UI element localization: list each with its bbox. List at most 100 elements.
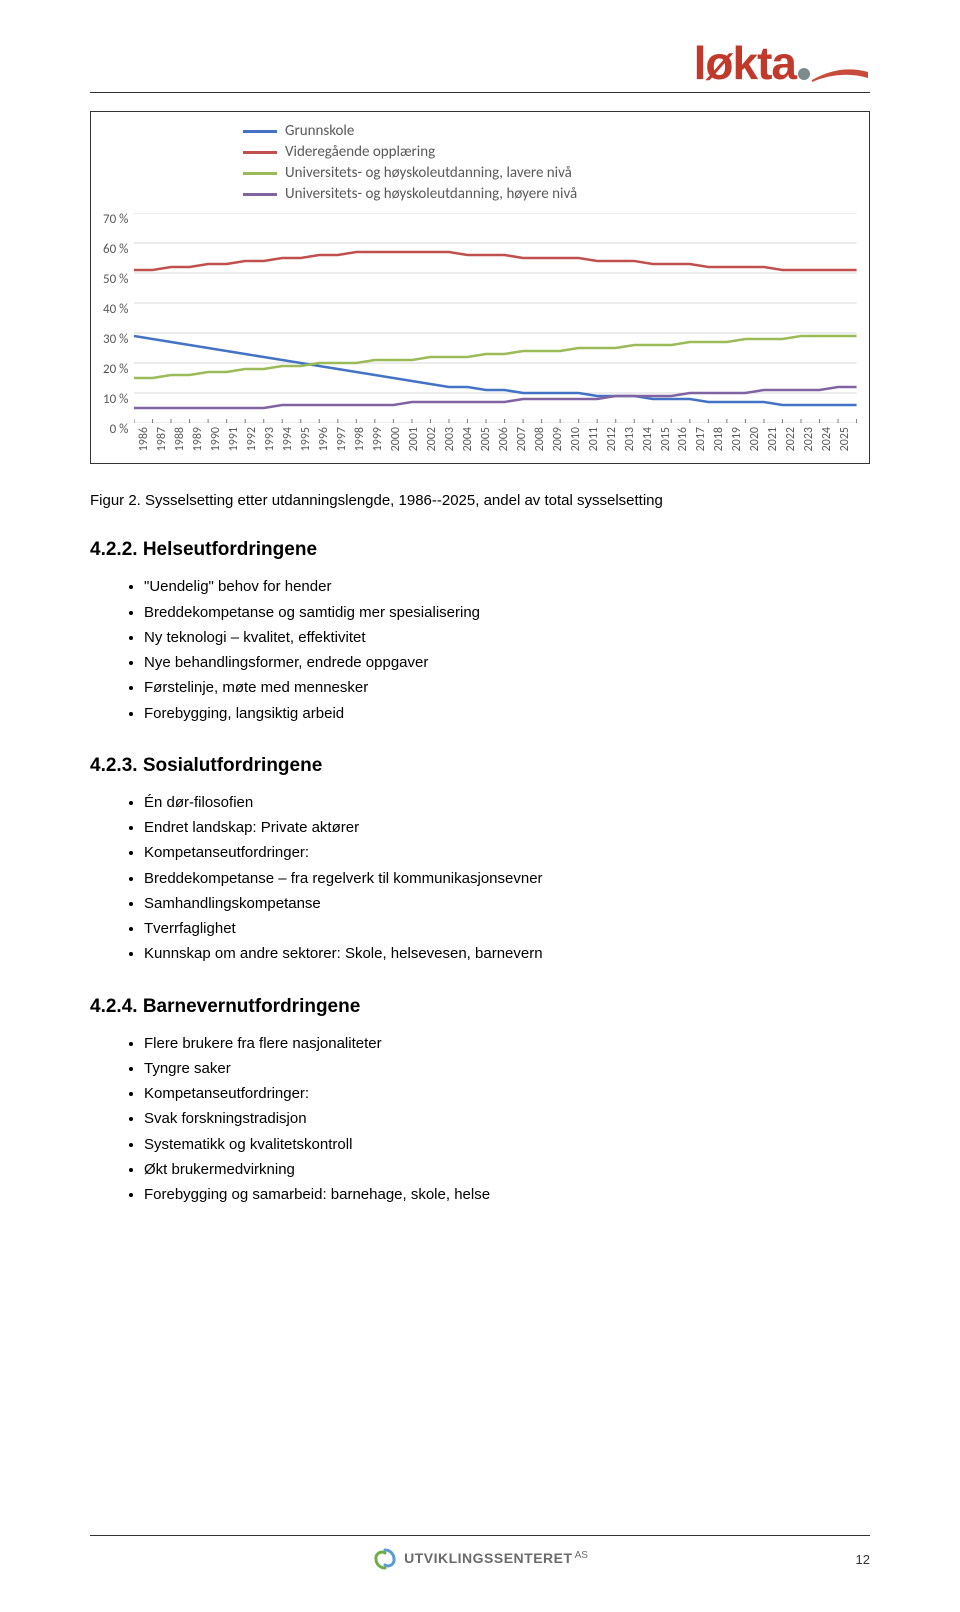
legend-color-icon	[243, 130, 277, 133]
footer-logo-text: UTVIKLINGSSENTERETAS	[404, 1550, 588, 1568]
bullet-item: Ny teknologi – kvalitet, effektivitet	[144, 626, 870, 649]
x-tick-label: 2018	[713, 427, 731, 451]
logo-text: løkta	[694, 40, 796, 86]
x-tick-label: 2010	[570, 427, 588, 451]
bullet-item: Forebygging og samarbeid: barnehage, sko…	[144, 1183, 870, 1206]
y-axis-ticks: 70 %60 %50 %40 %30 %20 %10 %0 %	[103, 213, 134, 423]
plot-wrap: 1986198719881989199019911992199319941995…	[134, 213, 857, 451]
legend-color-icon	[243, 172, 277, 175]
x-tick-label: 1986	[138, 427, 156, 451]
chart-container: Grunnskole Videregående opplæring Universi…	[90, 111, 870, 464]
x-tick-label: 2002	[426, 427, 444, 451]
footer-row: UTVIKLINGSSENTERETAS 12	[90, 1546, 870, 1572]
lokta-logo: løkta	[694, 40, 870, 86]
bullet-list: Flere brukere fra flere nasjonaliteterTy…	[90, 1032, 870, 1207]
footer-swirl-icon	[372, 1546, 398, 1572]
x-tick-label: 2014	[642, 427, 660, 451]
legend-item: Universitets- og høyskoleutdanning, høye…	[243, 185, 857, 203]
bullet-item: Samhandlingskompetanse	[144, 892, 870, 915]
bullet-item: Kompetanseutfordringer:	[144, 1082, 870, 1105]
footer-divider	[90, 1535, 870, 1536]
x-tick-label: 2015	[660, 427, 678, 451]
legend-item: Videregående opplæring	[243, 143, 857, 161]
bullet-item: Tverrfaglighet	[144, 917, 870, 940]
x-tick-label: 2007	[516, 427, 534, 451]
chart-area: 70 %60 %50 %40 %30 %20 %10 %0 % 19861987…	[103, 213, 857, 451]
bullet-item: "Uendelig" behov for hender	[144, 575, 870, 598]
bullet-item: Førstelinje, møte med mennesker	[144, 676, 870, 699]
legend-label: Videregående opplæring	[285, 143, 435, 161]
legend-item: Grunnskole	[243, 122, 857, 140]
page: løkta Grunnskole Videregående opplæring Un…	[0, 0, 960, 1612]
x-tick-label: 2019	[731, 427, 749, 451]
figure-caption: Figur 2. Sysselsetting etter utdanningsl…	[90, 492, 870, 509]
x-tick-label: 2004	[462, 427, 480, 451]
x-tick-label: 2016	[677, 427, 695, 451]
bullet-item: Én dør-filosofien	[144, 791, 870, 814]
line-chart	[134, 213, 857, 423]
page-number: 12	[856, 1552, 870, 1567]
x-tick-label: 2025	[839, 427, 857, 451]
x-axis-ticks: 1986198719881989199019911992199319941995…	[134, 427, 857, 451]
section-heading: 4.2.3. Sosialutfordringene	[90, 755, 870, 777]
x-tick-label: 1996	[318, 427, 336, 451]
x-tick-label: 2022	[785, 427, 803, 451]
sections: 4.2.2. Helseutfordringene "Uendelig" beho…	[90, 539, 870, 1206]
x-tick-label: 1991	[228, 427, 246, 451]
logo-swoosh-icon	[810, 68, 870, 82]
legend-color-icon	[243, 151, 277, 154]
x-tick-label: 2001	[408, 427, 426, 451]
bullet-item: Systematikk og kvalitetskontroll	[144, 1133, 870, 1156]
bullet-list: "Uendelig" behov for hender Breddekompeta…	[90, 575, 870, 725]
legend-label: Universitets- og høyskoleutdanning, høye…	[285, 185, 577, 203]
bullet-item: Breddekompetanse – fra regelverk til kom…	[144, 867, 870, 890]
bullet-list: Én dør-filosofienEndret landskap: Privat…	[90, 791, 870, 966]
footer-logo: UTVIKLINGSSENTERETAS	[372, 1546, 588, 1572]
header-divider	[90, 92, 870, 93]
page-footer: UTVIKLINGSSENTERETAS 12	[90, 1535, 870, 1572]
bullet-item: Tyngre saker	[144, 1057, 870, 1080]
bullet-item: Endret landskap: Private aktører	[144, 816, 870, 839]
x-tick-label: 2024	[821, 427, 839, 451]
bullet-item: Nye behandlingsformer, endrede oppgaver	[144, 651, 870, 674]
section-heading: 4.2.2. Helseutfordringene	[90, 539, 870, 561]
x-tick-label: 1988	[174, 427, 192, 451]
x-tick-label: 1994	[282, 427, 300, 451]
legend-label: Universitets- og høyskoleutdanning, lave…	[285, 164, 572, 182]
series-line	[134, 252, 857, 270]
x-tick-label: 2021	[767, 427, 785, 451]
x-tick-label: 1992	[246, 427, 264, 451]
x-tick-label: 1990	[210, 427, 228, 451]
x-tick-label: 2011	[588, 427, 606, 451]
bullet-item: Flere brukere fra flere nasjonaliteter	[144, 1032, 870, 1055]
x-tick-label: 2017	[695, 427, 713, 451]
bullet-item: Økt brukermedvirkning	[144, 1158, 870, 1181]
x-tick-label: 2000	[390, 427, 408, 451]
bullet-item: Breddekompetanse og samtidig mer spesial…	[144, 601, 870, 624]
logo-dot-icon	[798, 68, 810, 80]
bullet-item: Forebygging, langsiktig arbeid	[144, 702, 870, 725]
x-tick-label: 1993	[264, 427, 282, 451]
x-tick-label: 2009	[552, 427, 570, 451]
x-tick-label: 1999	[372, 427, 390, 451]
x-tick-label: 2012	[606, 427, 624, 451]
x-tick-label: 2020	[749, 427, 767, 451]
bullet-item: Svak forskningstradisjon	[144, 1107, 870, 1130]
legend-color-icon	[243, 193, 277, 196]
x-tick-label: 1987	[156, 427, 174, 451]
x-tick-label: 1997	[336, 427, 354, 451]
page-header: løkta	[90, 40, 870, 86]
bullet-item: Kunnskap om andre sektorer: Skole, helse…	[144, 942, 870, 965]
x-tick-label: 2023	[803, 427, 821, 451]
series-line	[134, 336, 857, 378]
x-tick-label: 2005	[480, 427, 498, 451]
x-tick-label: 1989	[192, 427, 210, 451]
legend-label: Grunnskole	[285, 122, 354, 140]
legend-item: Universitets- og høyskoleutdanning, lave…	[243, 164, 857, 182]
x-tick-label: 2006	[498, 427, 516, 451]
x-tick-label: 1995	[300, 427, 318, 451]
x-tick-label: 1998	[354, 427, 372, 451]
x-tick-label: 2013	[624, 427, 642, 451]
section-heading: 4.2.4. Barnevernutfordringene	[90, 996, 870, 1018]
x-tick-label: 2008	[534, 427, 552, 451]
